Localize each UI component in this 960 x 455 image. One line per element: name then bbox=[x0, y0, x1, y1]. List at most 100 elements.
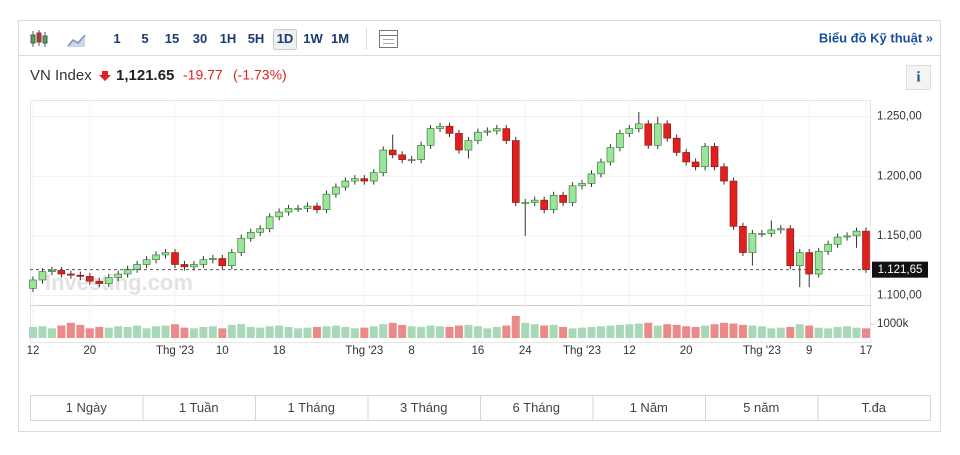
volume-bar bbox=[29, 326, 37, 338]
volume-bar bbox=[852, 327, 861, 338]
volume-bar bbox=[720, 322, 729, 338]
candle-body bbox=[644, 123, 653, 146]
candle-body bbox=[672, 137, 681, 153]
plot-frame bbox=[30, 100, 871, 343]
volume-bar bbox=[805, 325, 814, 338]
interval[interactable]: 5 bbox=[141, 31, 148, 46]
candle-body bbox=[635, 123, 643, 129]
down-arrow bbox=[99, 71, 111, 81]
table-icon[interactable] bbox=[379, 30, 398, 48]
volume-bar bbox=[682, 326, 691, 338]
widget-frame bbox=[18, 20, 941, 432]
range-label[interactable]: 6 Tháng bbox=[513, 400, 560, 415]
candle-body bbox=[795, 252, 804, 266]
candle-body bbox=[587, 173, 596, 184]
candle-icon[interactable] bbox=[30, 30, 48, 47]
volume-bar bbox=[256, 327, 265, 338]
volume-bar bbox=[625, 324, 634, 338]
candle-body bbox=[824, 243, 832, 252]
range-label[interactable]: T.đa bbox=[861, 400, 886, 415]
volume-bar bbox=[843, 326, 852, 338]
x-tick-label: 9 bbox=[806, 345, 812, 357]
interval[interactable]: 1H bbox=[220, 31, 237, 46]
volume-bar bbox=[663, 324, 672, 338]
volume-bar bbox=[57, 325, 66, 338]
interval[interactable]: 1M bbox=[331, 31, 349, 46]
volume-bar bbox=[218, 328, 227, 338]
info-label[interactable]: i bbox=[916, 69, 920, 85]
volume-bar bbox=[795, 324, 804, 338]
range-label[interactable]: 1 Tuần bbox=[179, 400, 219, 415]
range-label[interactable]: 1 Tháng bbox=[288, 400, 335, 415]
candle-body bbox=[474, 131, 482, 141]
candle-body bbox=[360, 178, 369, 182]
range-button[interactable] bbox=[255, 395, 369, 421]
candle-body bbox=[862, 230, 870, 270]
candle-body bbox=[294, 208, 302, 210]
volume-bar bbox=[265, 326, 274, 338]
interval[interactable]: 15 bbox=[165, 31, 179, 46]
candle-body bbox=[426, 128, 435, 146]
volume-bar bbox=[47, 328, 56, 338]
volume-bar bbox=[596, 326, 605, 338]
volume-bar bbox=[757, 326, 766, 338]
candle-body bbox=[29, 279, 37, 289]
volume-bar bbox=[606, 325, 615, 338]
volume-bar bbox=[748, 325, 757, 338]
volume-bar bbox=[417, 326, 426, 338]
interval[interactable]: 1 bbox=[113, 31, 120, 46]
candle-body bbox=[388, 149, 397, 156]
range-label[interactable]: 1 Ngày bbox=[66, 400, 108, 415]
price: 1,121.65 bbox=[116, 67, 174, 84]
volume-bar bbox=[189, 328, 198, 338]
volume-bar bbox=[691, 326, 700, 338]
candle-body bbox=[275, 211, 283, 218]
interval[interactable]: 30 bbox=[193, 31, 207, 46]
x-tick-label: 18 bbox=[273, 345, 286, 357]
volume-bar bbox=[634, 323, 643, 338]
interval-selected bbox=[273, 29, 297, 50]
candle-body bbox=[341, 180, 350, 188]
volume-bar bbox=[492, 326, 501, 338]
candle-body bbox=[852, 230, 861, 237]
volume-bar bbox=[644, 322, 653, 338]
candle-body bbox=[227, 252, 236, 266]
candle-body bbox=[445, 125, 454, 134]
technical-link[interactable]: Biểu đồ Kỹ thuật » bbox=[819, 30, 933, 45]
volume-bar bbox=[114, 326, 123, 338]
x-tick-label: 16 bbox=[471, 345, 484, 357]
volume-bar bbox=[672, 324, 681, 338]
range-button[interactable] bbox=[367, 395, 481, 421]
x-tick-label: 12 bbox=[27, 345, 40, 357]
change: -19.77 bbox=[183, 67, 223, 83]
volume-bar bbox=[246, 326, 255, 338]
candle-body bbox=[767, 229, 776, 234]
range-label[interactable]: 3 Tháng bbox=[400, 400, 447, 415]
x-tick-label: Thg '23 bbox=[156, 345, 194, 357]
range-button[interactable] bbox=[705, 395, 819, 421]
volume-bar bbox=[521, 322, 530, 338]
area-icon[interactable] bbox=[67, 34, 86, 47]
candle-body bbox=[720, 166, 728, 182]
interval[interactable]: 1W bbox=[303, 31, 323, 46]
candle-body bbox=[682, 152, 690, 163]
info-button[interactable] bbox=[906, 65, 931, 90]
candle-body bbox=[729, 180, 738, 227]
range-button[interactable] bbox=[817, 395, 931, 421]
range-button[interactable] bbox=[592, 395, 706, 421]
interval[interactable]: 1D bbox=[277, 31, 294, 46]
interval[interactable]: 5H bbox=[248, 31, 265, 46]
volume-bar bbox=[360, 327, 369, 338]
range-label[interactable]: 5 năm bbox=[743, 400, 779, 415]
volume-bar bbox=[814, 327, 823, 338]
candle-body bbox=[455, 133, 463, 151]
candle-body bbox=[246, 231, 255, 239]
candle-body bbox=[568, 185, 577, 203]
candle-body bbox=[190, 264, 198, 268]
volume-tick-label: 1000k bbox=[877, 318, 909, 330]
volume-bar bbox=[426, 325, 435, 338]
range-button[interactable] bbox=[30, 395, 144, 421]
x-tick-label: Thg '23 bbox=[345, 345, 383, 357]
range-label[interactable]: 1 Năm bbox=[630, 400, 668, 415]
volume-bar bbox=[776, 327, 785, 338]
